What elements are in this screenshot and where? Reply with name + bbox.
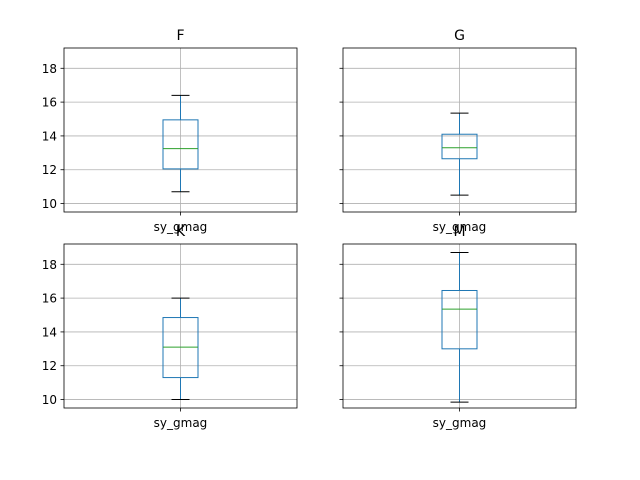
axes-frame [63, 243, 298, 409]
subplot-m: sy_gmag M [339, 224, 577, 430]
ytick-label: 16 [42, 292, 57, 306]
ytick-label: 18 [42, 62, 57, 76]
ytick-label: 14 [42, 325, 57, 339]
subplot-title: M [453, 224, 465, 240]
ytick-label: 16 [42, 96, 57, 110]
ytick-label: 12 [42, 359, 57, 373]
iqr-box [162, 119, 199, 170]
subplot-k: 10 12 14 16 18 sy_gmag K [42, 224, 298, 430]
axes-frame [342, 243, 577, 409]
ytick-label: 12 [42, 163, 57, 177]
subplot-title: F [176, 28, 184, 44]
axes-frame [342, 47, 577, 213]
ytick-label: 10 [42, 197, 57, 211]
xtick-label: sy_gmag [154, 416, 208, 430]
xtick-label: sy_gmag [433, 220, 487, 234]
xtick-label: sy_gmag [154, 220, 208, 234]
subplot-title: G [454, 28, 465, 44]
axes-frame [63, 47, 298, 213]
iqr-box [441, 133, 478, 160]
subplot-f: 10 12 14 16 18 sy_gmag F [42, 28, 298, 234]
ytick-label: 14 [42, 129, 57, 143]
subplot-title: K [176, 224, 186, 240]
subplot-g: sy_gmag G [339, 28, 577, 234]
iqr-box [441, 289, 478, 350]
ytick-label: 10 [42, 393, 57, 407]
ytick-label: 18 [42, 258, 57, 272]
xtick-label: sy_gmag [433, 416, 487, 430]
